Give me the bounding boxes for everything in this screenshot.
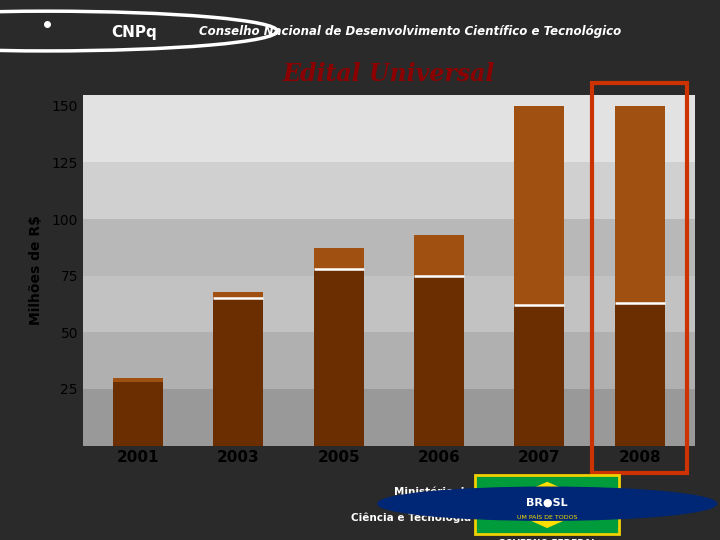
Bar <box>514 106 564 305</box>
Bar <box>593 83 687 472</box>
Bar <box>313 269 364 446</box>
Y-axis label: Milhões de R$: Milhões de R$ <box>30 215 43 325</box>
Text: UM PAÍS DE TODOS: UM PAÍS DE TODOS <box>517 515 577 521</box>
Bar <box>113 382 163 446</box>
Title: Edital Universal: Edital Universal <box>283 62 495 86</box>
Text: Ministério da: Ministério da <box>394 487 472 497</box>
Bar <box>514 305 564 446</box>
Text: CNPq: CNPq <box>112 25 158 40</box>
Bar <box>615 303 665 446</box>
Bar <box>83 389 695 446</box>
Bar <box>83 219 695 275</box>
Bar <box>83 94 695 163</box>
Bar <box>213 292 264 298</box>
Bar <box>313 248 364 269</box>
Circle shape <box>378 487 716 520</box>
Bar <box>414 275 464 445</box>
Bar <box>213 298 264 446</box>
Bar <box>83 332 695 389</box>
Bar <box>113 377 163 382</box>
Bar <box>615 106 665 303</box>
Bar <box>414 235 464 275</box>
Bar <box>475 475 619 535</box>
Text: Ciência e Tecnologia: Ciência e Tecnologia <box>351 512 472 523</box>
Bar <box>83 275 695 332</box>
Text: Conselho Nacional de Desenvolvimento Científico e Tecnológico: Conselho Nacional de Desenvolvimento Cie… <box>199 24 621 38</box>
Text: GOVERNO FEDERAL: GOVERNO FEDERAL <box>498 538 597 540</box>
Polygon shape <box>497 483 598 527</box>
Text: BR●SL: BR●SL <box>526 497 568 508</box>
Bar <box>83 163 695 219</box>
